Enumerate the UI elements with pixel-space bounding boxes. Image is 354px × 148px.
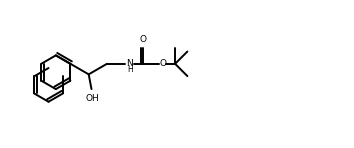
Text: N: N (126, 59, 133, 68)
Text: OH: OH (85, 94, 99, 103)
Text: O: O (159, 59, 166, 68)
Text: H: H (127, 65, 133, 74)
Text: O: O (140, 35, 147, 44)
